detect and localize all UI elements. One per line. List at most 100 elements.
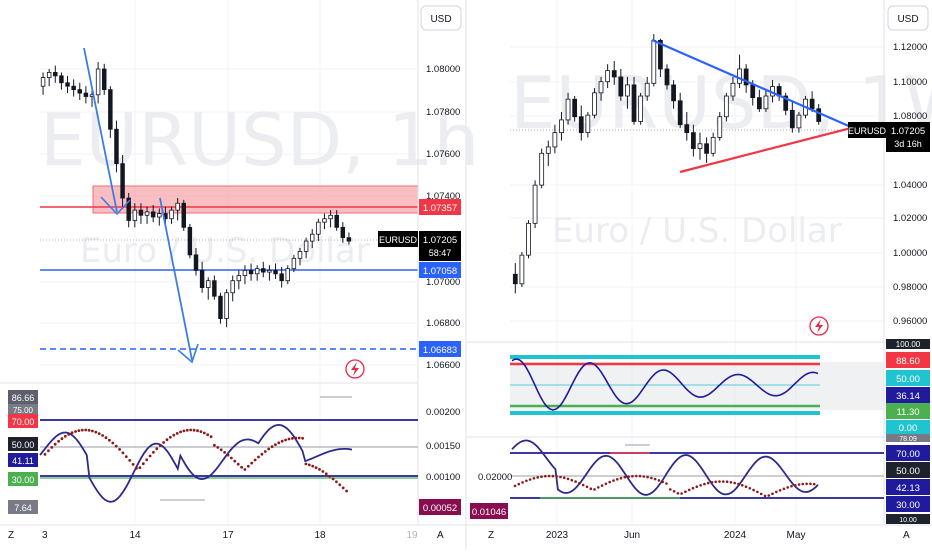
right-osc2-dot xyxy=(597,486,600,489)
left-candle xyxy=(95,68,101,96)
right-candle xyxy=(763,95,769,110)
right-osc2-dot xyxy=(729,481,733,484)
upper-trendline[interactable] xyxy=(651,38,852,129)
right-osc2-dot xyxy=(801,482,805,486)
right-price-tick: 0.98000 xyxy=(893,282,927,293)
right-osc2-dot xyxy=(604,482,608,486)
right-osc2-dot xyxy=(691,486,695,490)
right-osc2-dot xyxy=(767,494,771,497)
right-currency-label: USD xyxy=(897,14,918,25)
right-osc2-tags: 78.09 70.00 50.00 42.13 30.00 10.00 xyxy=(886,434,930,524)
right-auto-scale-button[interactable]: A xyxy=(903,530,910,541)
right-zoom-z-button[interactable]: Z xyxy=(488,530,494,541)
left-osc-dot xyxy=(243,468,247,471)
left-arrow-2[interactable] xyxy=(159,197,193,361)
left-osc-dot xyxy=(87,428,91,432)
right-tag-symbol: EURUSD xyxy=(848,122,886,138)
left-osc-dot xyxy=(182,429,186,433)
left-candle xyxy=(199,269,205,288)
left-osc-dot xyxy=(77,429,81,432)
left-osc-dot xyxy=(263,450,267,453)
left-osc-dot xyxy=(257,455,260,459)
left-osc-dot xyxy=(307,463,311,467)
left-price-tick: 1.06600 xyxy=(426,360,460,371)
right-osc2-dot xyxy=(703,482,706,486)
right-candle xyxy=(618,76,624,97)
right-osc2-dot xyxy=(809,482,812,486)
right-candle xyxy=(710,137,716,154)
right-candle xyxy=(658,39,663,70)
svg-text:May: May xyxy=(787,530,806,541)
left-candle xyxy=(224,292,229,319)
left-currency-button[interactable]: USD xyxy=(420,5,462,31)
right-candle xyxy=(809,98,815,110)
left-osc-dot xyxy=(253,458,257,462)
right-osc2-dot xyxy=(748,487,752,490)
svg-text:88.60: 88.60 xyxy=(896,356,920,367)
svg-text:100.00: 100.00 xyxy=(896,340,921,349)
svg-text:10.00: 10.00 xyxy=(899,517,917,524)
left-osc-dot xyxy=(297,436,301,440)
left-arrow-1-head xyxy=(100,196,131,216)
left-osc-dot xyxy=(141,462,145,466)
right-osc2-dot xyxy=(771,492,774,496)
right-osc2-dot xyxy=(521,481,524,484)
svg-text:70.00: 70.00 xyxy=(12,417,35,427)
left-osc-dot xyxy=(172,433,176,437)
right-osc2-dot xyxy=(752,488,755,492)
left-osc-dot xyxy=(84,428,88,432)
left-osc-dot xyxy=(291,437,294,440)
right-time-labels: 2023 Jun 2024 May xyxy=(546,530,806,541)
right-price-tick: 1.02000 xyxy=(893,213,927,224)
right-price-tick: 1.12000 xyxy=(893,42,927,53)
right-osc2-dot xyxy=(763,494,767,498)
left-osc-dot xyxy=(189,428,193,432)
right-osc2-dot xyxy=(687,488,691,492)
svg-text:7.64: 7.64 xyxy=(14,503,32,513)
right-candle xyxy=(585,114,591,134)
left-osc-dot xyxy=(270,445,274,449)
left-osc-dot xyxy=(335,480,338,484)
left-osc-dots xyxy=(43,428,348,493)
left-candle xyxy=(236,275,242,282)
left-osc-dot xyxy=(91,429,94,433)
right-rsi-line xyxy=(511,358,819,411)
right-candle xyxy=(625,84,630,97)
svg-text:30.00: 30.00 xyxy=(896,500,920,511)
right-osc2-dot xyxy=(650,476,653,480)
left-candle xyxy=(71,85,76,91)
right-candle xyxy=(743,68,749,86)
left-candle xyxy=(132,209,138,221)
right-osc2-dot xyxy=(570,478,574,482)
left-osc-dot xyxy=(267,447,271,451)
left-osc-dot xyxy=(199,430,203,433)
svg-text:18: 18 xyxy=(314,530,326,541)
lower-trendline[interactable] xyxy=(679,126,852,174)
left-osc-dot xyxy=(63,434,67,438)
left-candle xyxy=(65,82,70,87)
right-candle xyxy=(638,95,643,122)
right-osc2-dot xyxy=(578,481,581,485)
left-osc-dot xyxy=(223,451,227,454)
svg-text:1.07058: 1.07058 xyxy=(423,266,457,277)
left-zoom-z-button[interactable]: Z xyxy=(8,530,14,541)
left-candle xyxy=(248,269,254,275)
right-candle xyxy=(664,68,670,86)
left-auto-scale-button[interactable]: A xyxy=(437,530,444,541)
left-candle xyxy=(83,92,89,97)
left-time-labels: 3 14 17 18 19 xyxy=(42,530,418,541)
right-osc2-dot xyxy=(631,474,634,478)
right-alert-flash-icon[interactable] xyxy=(809,316,829,336)
left-osc-dot xyxy=(274,443,277,446)
alert-flash-icon[interactable] xyxy=(345,359,365,379)
right-osc2-dot xyxy=(805,482,808,486)
svg-text:0.01046: 0.01046 xyxy=(472,507,506,518)
resistance-zone[interactable] xyxy=(92,185,419,214)
left-osc-dot xyxy=(304,462,308,466)
left-osc-dot xyxy=(108,438,111,442)
right-currency-button[interactable]: USD xyxy=(887,5,929,31)
left-arrow-1[interactable] xyxy=(83,47,118,213)
left-osc-dot xyxy=(260,452,264,456)
left-osc-dot xyxy=(94,430,98,434)
